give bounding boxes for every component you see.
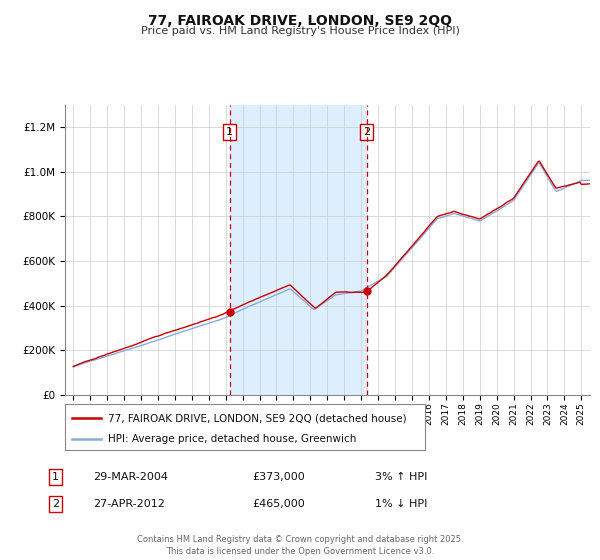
- Text: £465,000: £465,000: [252, 499, 305, 509]
- Text: 2: 2: [363, 127, 370, 137]
- Text: 1% ↓ HPI: 1% ↓ HPI: [375, 499, 427, 509]
- Text: 1: 1: [52, 472, 59, 482]
- Bar: [230, 105, 367, 395]
- Text: 3% ↑ HPI: 3% ↑ HPI: [375, 472, 427, 482]
- Text: 77, FAIROAK DRIVE, LONDON, SE9 2QQ: 77, FAIROAK DRIVE, LONDON, SE9 2QQ: [148, 14, 452, 28]
- Text: £373,000: £373,000: [252, 472, 305, 482]
- Text: 27-APR-2012: 27-APR-2012: [93, 499, 165, 509]
- Text: HPI: Average price, detached house, Greenwich: HPI: Average price, detached house, Gree…: [108, 434, 356, 444]
- Text: 77, FAIROAK DRIVE, LONDON, SE9 2QQ (detached house): 77, FAIROAK DRIVE, LONDON, SE9 2QQ (deta…: [108, 413, 407, 423]
- Text: 2: 2: [52, 499, 59, 509]
- Text: Contains HM Land Registry data © Crown copyright and database right 2025.
This d: Contains HM Land Registry data © Crown c…: [137, 535, 463, 556]
- Text: 29-MAR-2004: 29-MAR-2004: [93, 472, 168, 482]
- Text: 1: 1: [226, 127, 233, 137]
- Text: Price paid vs. HM Land Registry's House Price Index (HPI): Price paid vs. HM Land Registry's House …: [140, 26, 460, 36]
